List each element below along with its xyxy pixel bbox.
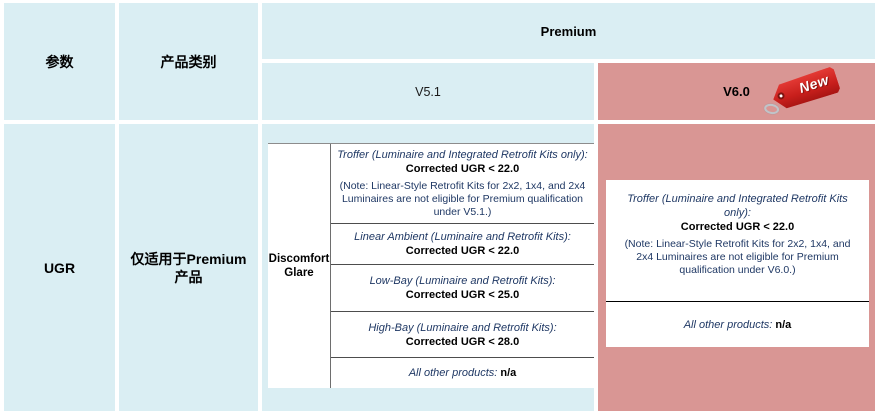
v51-row-troffer: Troffer (Luminaire and Integrated Retrof… (331, 144, 594, 223)
v60-troffer-note: (Note: Linear-Style Retrofit Kits for 2x… (624, 238, 851, 276)
v51-troffer-note: (Note: Linear-Style Retrofit Kits for 2x… (339, 180, 586, 218)
v51-troffer-value: Corrected UGR < 22.0 (405, 163, 520, 175)
header-param-cell: 参数 (4, 3, 115, 120)
v51-row-all-other: All other products: n/a (331, 357, 594, 388)
v51-all-other-category: All other products: (408, 367, 501, 379)
v51-high-bay-value: Corrected UGR < 28.0 (405, 335, 520, 348)
new-tag-label: New (796, 71, 831, 96)
v51-all-other-value: n/a (500, 367, 517, 379)
header-v51-label: V5.1 (415, 84, 441, 99)
header-v60-cell: V6.0 New (598, 63, 875, 120)
body-category-line1: 仅适用于Premium (130, 250, 247, 267)
v51-row-linear-ambient: Linear Ambient (Luminaire and Retrofit K… (331, 223, 594, 264)
header-param-label: 参数 (45, 53, 74, 70)
comparison-table: 参数 产品类别 Premium V5.1 V6.0 New UGR 仅适用于Pr… (4, 3, 875, 411)
body-param-value: UGR (43, 259, 76, 276)
v51-low-bay-category: Low-Bay (Luminaire and Retrofit Kits): (369, 275, 556, 287)
v51-linear-ambient-value: Corrected UGR < 22.0 (405, 245, 520, 257)
body-v51-cell: Discomfort Glare Troffer (Luminaire and … (262, 124, 594, 411)
header-v51-cell: V5.1 (262, 63, 594, 120)
body-v60-cell: Troffer (Luminaire and Integrated Retrof… (598, 124, 875, 411)
new-tag-icon: New (752, 56, 850, 127)
header-category-cell: 产品类别 (119, 3, 258, 120)
v60-all-other-value: n/a (775, 318, 792, 331)
v51-low-bay-value: Corrected UGR < 25.0 (405, 289, 520, 301)
body-category-line2: 产品 (174, 268, 203, 285)
v60-row-troffer: Troffer (Luminaire and Integrated Retrof… (606, 180, 869, 302)
header-category-label: 产品类别 (160, 53, 217, 70)
header-premium-label: Premium (540, 23, 597, 39)
new-tag-ring (763, 102, 780, 116)
v51-linear-ambient-category: Linear Ambient (Luminaire and Retrofit K… (354, 231, 571, 243)
v51-row-high-bay: High-Bay (Luminaire and Retrofit Kits): … (331, 311, 594, 357)
v60-requirements-panel: Troffer (Luminaire and Integrated Retrof… (606, 180, 869, 347)
v60-all-other-category: All other products: (683, 318, 776, 331)
v60-row-all-other: All other products: n/a (606, 302, 869, 347)
v51-troffer-category: Troffer (Luminaire and Integrated Retrof… (337, 149, 588, 161)
v51-requirement-rows: Troffer (Luminaire and Integrated Retrof… (331, 144, 594, 388)
v51-high-bay-category: High-Bay (Luminaire and Retrofit Kits): (368, 321, 557, 334)
discomfort-glare-label: Discomfort Glare (268, 144, 331, 388)
new-tag-body: New (769, 66, 841, 112)
header-v60-label: V6.0 (723, 84, 750, 99)
v51-requirements-panel: Discomfort Glare Troffer (Luminaire and … (268, 143, 594, 388)
v60-all-other-text: All other products: n/a (684, 318, 792, 332)
header-premium-cell: Premium (262, 3, 875, 59)
body-category-text: 仅适用于Premium 产品 (131, 250, 247, 286)
v51-all-other-text: All other products: n/a (409, 366, 517, 380)
body-category-cell: 仅适用于Premium 产品 (119, 124, 258, 411)
new-tag-hole (777, 91, 786, 100)
v60-troffer-value: Corrected UGR < 22.0 (680, 221, 795, 233)
v51-row-low-bay: Low-Bay (Luminaire and Retrofit Kits): C… (331, 264, 594, 311)
body-param-cell: UGR (4, 124, 115, 411)
v60-troffer-category: Troffer (Luminaire and Integrated Retrof… (627, 193, 848, 219)
